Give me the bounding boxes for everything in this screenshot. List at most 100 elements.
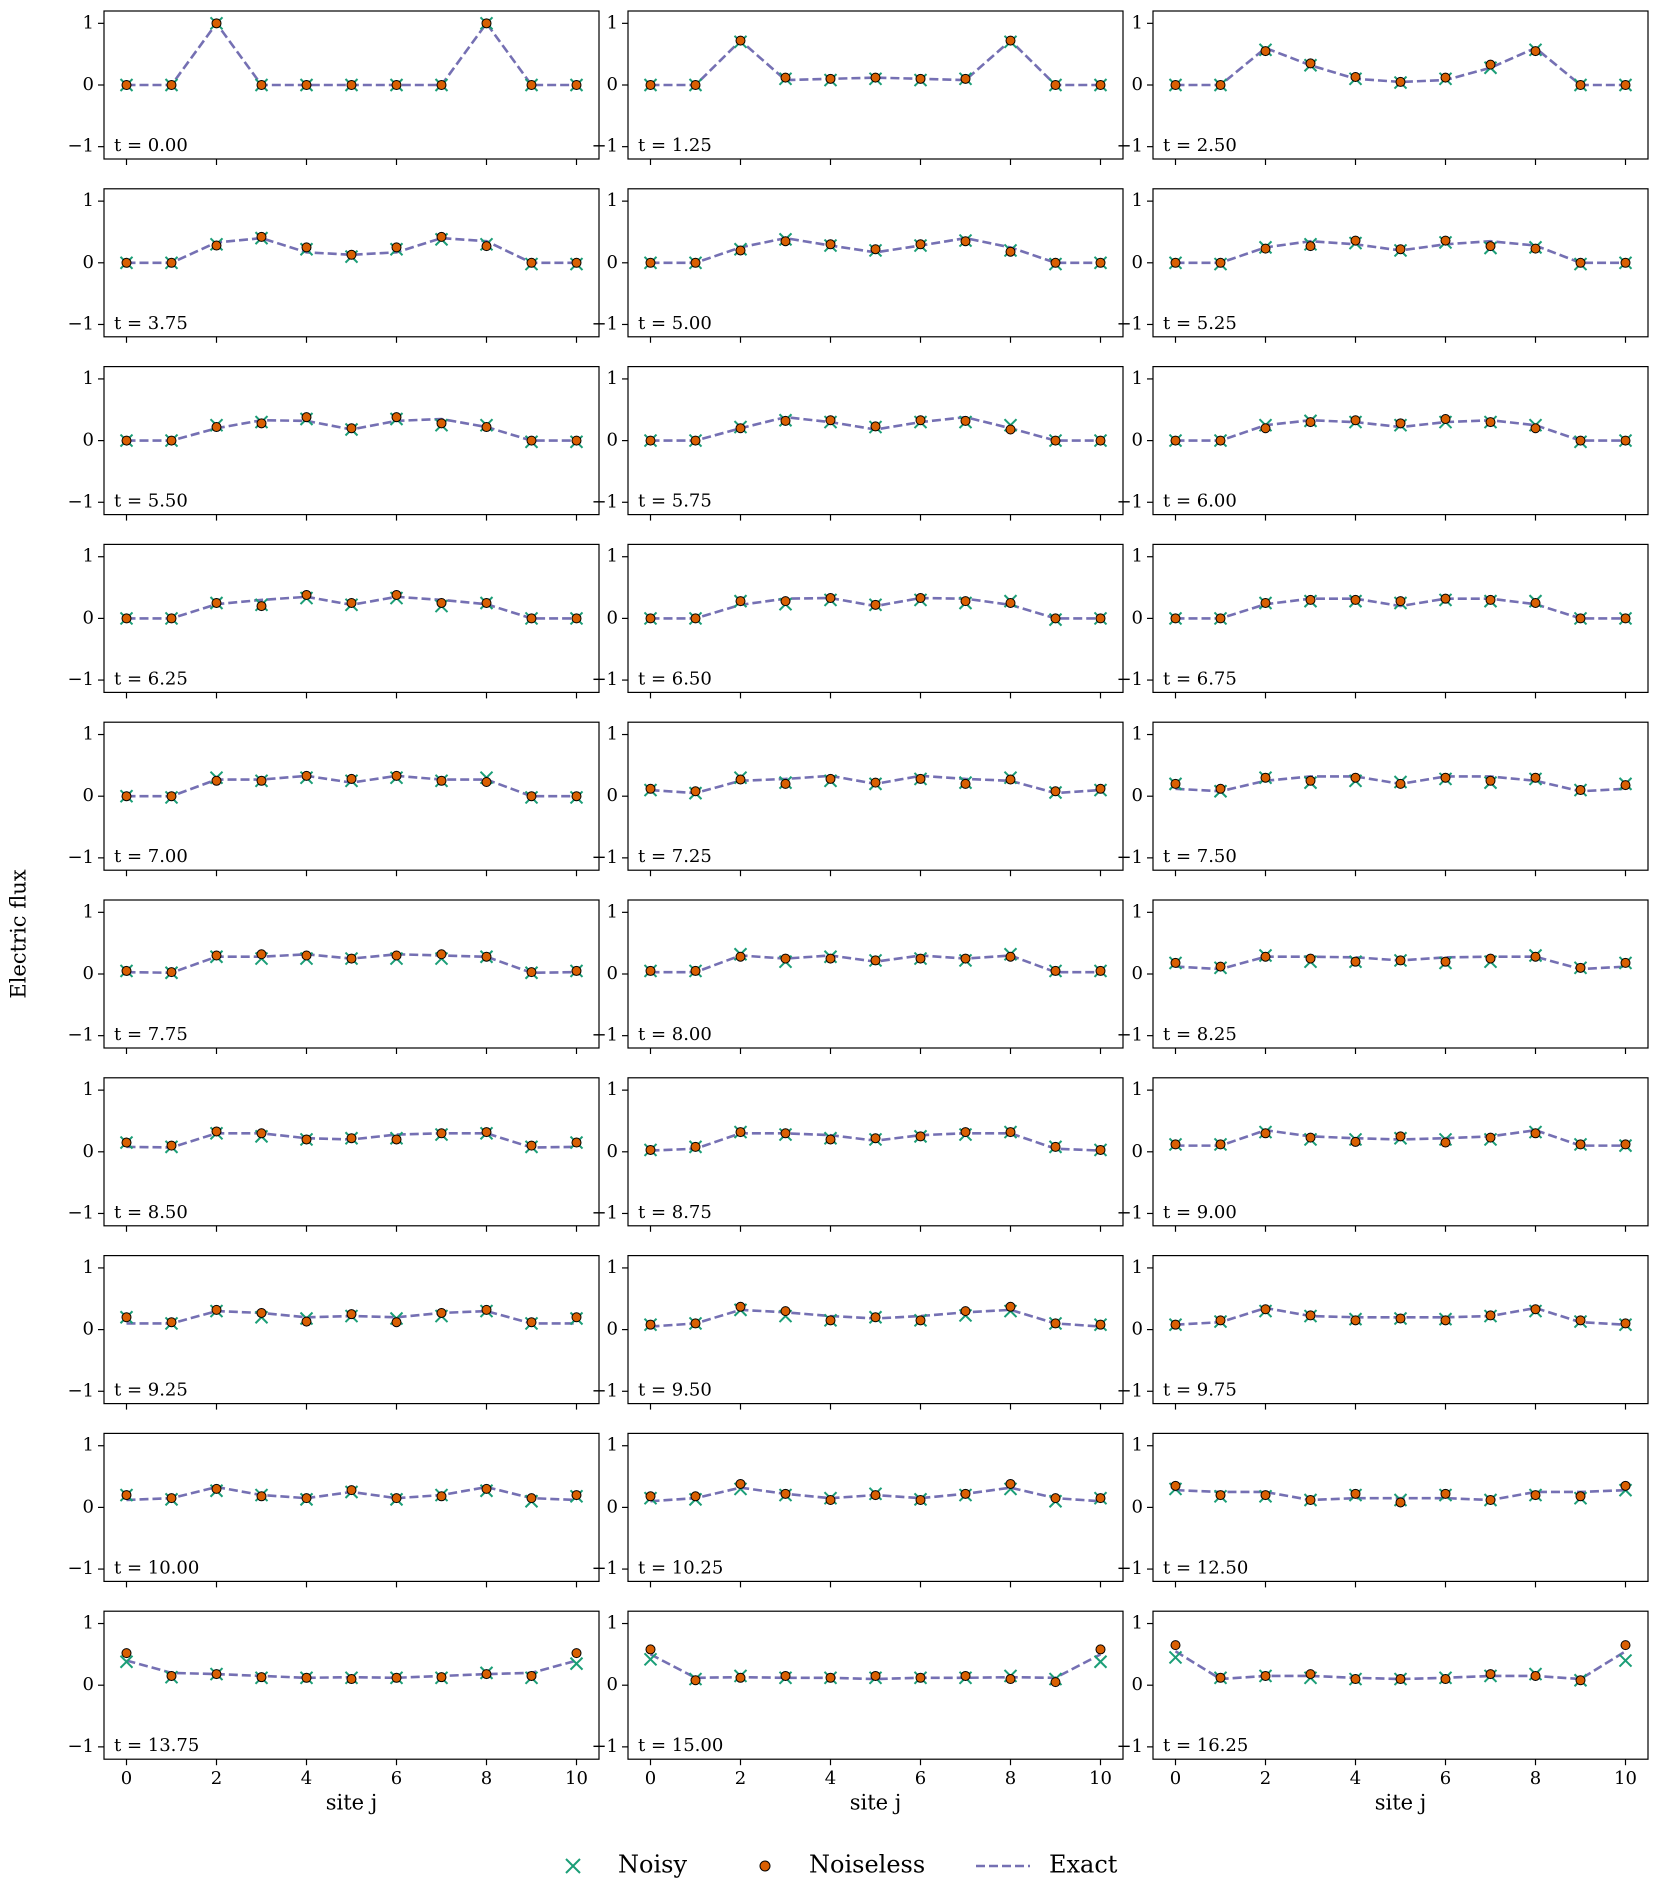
panel-label: t = 5.75 <box>638 491 712 512</box>
label-box <box>1156 488 1238 513</box>
noiseless-marker <box>780 1306 791 1317</box>
noiseless-marker <box>645 1319 656 1330</box>
panel-label: t = 12.50 <box>1163 1557 1248 1578</box>
noiseless-marker <box>1440 414 1451 425</box>
noiseless-marker <box>256 1491 267 1502</box>
exact-line <box>650 38 1101 87</box>
x-tick-label: 0 <box>645 1768 656 1789</box>
noiseless-marker <box>1050 257 1061 268</box>
noiseless-marker <box>1170 1139 1181 1150</box>
panel-label: t = 9.00 <box>1163 1202 1237 1223</box>
y-tick-label: −1 <box>1116 1736 1143 1757</box>
noiseless-marker <box>166 791 177 802</box>
label-box <box>631 310 713 335</box>
noiseless-marker <box>436 418 447 429</box>
y-tick-label: −1 <box>591 1380 618 1401</box>
y-tick-label: −1 <box>1116 669 1143 690</box>
noiseless-marker <box>436 1672 447 1683</box>
y-tick-label: −1 <box>591 1025 618 1046</box>
noiseless-marker <box>346 597 357 608</box>
noiseless-marker <box>346 773 357 784</box>
noiseless-marker <box>211 950 222 961</box>
noiseless-marker <box>1050 1493 1061 1504</box>
y-tick-label: 0 <box>1132 74 1143 95</box>
panel-label: t = 16.25 <box>1163 1735 1248 1756</box>
noiseless-marker <box>1530 1490 1541 1501</box>
noiseless-marker <box>825 773 836 784</box>
noiseless-marker <box>301 412 312 423</box>
noiseless-marker <box>211 18 222 29</box>
noiseless-marker <box>526 257 537 268</box>
noiseless-marker <box>1305 241 1316 252</box>
panel: −1 0 1 t = 9.00 <box>1116 1077 1649 1232</box>
y-tick-label: 1 <box>83 1079 94 1100</box>
label-box <box>631 666 713 691</box>
noiseless-marker <box>1395 418 1406 429</box>
noiseless-marker <box>166 435 177 446</box>
panel: −1 0 1 t = 7.75 <box>67 899 600 1054</box>
noiseless-marker <box>1095 80 1106 90</box>
label-box <box>107 666 189 691</box>
y-tick-label: 1 <box>83 546 94 567</box>
noiseless-marker <box>1260 951 1271 962</box>
noiseless-marker <box>1575 962 1586 973</box>
y-tick-label: 0 <box>83 785 94 806</box>
noiseless-marker <box>1350 1136 1361 1147</box>
noiseless-marker <box>121 1648 132 1659</box>
y-tick-label: 0 <box>1132 430 1143 451</box>
y-tick-label: 0 <box>1132 1496 1143 1517</box>
noiseless-marker <box>1215 1672 1226 1683</box>
panel-label: t = 0.00 <box>114 135 188 156</box>
panel-label: t = 1.25 <box>638 135 712 156</box>
y-tick-label: 1 <box>1132 12 1143 33</box>
label-box <box>1156 310 1238 335</box>
noiseless-marker <box>301 1134 312 1145</box>
x-tick-label: 4 <box>1350 1768 1361 1789</box>
noiseless-marker <box>256 418 267 429</box>
noiseless-marker <box>915 1495 926 1505</box>
y-tick-label: −1 <box>1116 313 1143 334</box>
legend-label: Noisy <box>618 1851 687 1879</box>
noiseless-marker <box>1485 1132 1496 1143</box>
noiseless-marker <box>915 1131 926 1142</box>
noiseless-marker <box>1350 956 1361 967</box>
noiseless-marker <box>481 1483 492 1494</box>
noiseless-marker <box>870 1312 881 1323</box>
y-tick-label: 0 <box>83 1319 94 1340</box>
noiseless-marker <box>1260 423 1271 434</box>
exact-line <box>1174 1650 1627 1681</box>
noiseless-marker <box>825 953 836 964</box>
panel: −1 0 1 t = 5.75 <box>591 366 1124 521</box>
noiseless-marker <box>645 80 656 90</box>
noiseless-marker <box>1530 951 1541 962</box>
y-tick-label: 1 <box>607 1613 618 1634</box>
noiseless-marker <box>960 73 971 84</box>
noiseless-marker <box>256 231 267 242</box>
label-box <box>631 1199 713 1224</box>
noiseless-marker <box>1440 72 1451 83</box>
y-tick-label: 0 <box>607 74 618 95</box>
panel-frame <box>103 366 600 516</box>
noisy-marker <box>569 1656 584 1671</box>
noisy-marker <box>119 1655 134 1669</box>
panel: −1 0 1 t = 6.25 <box>67 543 600 699</box>
noiseless-marker <box>1485 59 1496 70</box>
noiseless-marker <box>870 421 881 432</box>
noiseless-marker <box>1440 1488 1451 1499</box>
noiseless-marker <box>1530 1128 1541 1139</box>
noiseless-marker <box>1005 246 1016 257</box>
noiseless-marker <box>960 1488 971 1499</box>
noiseless-marker <box>1350 71 1361 82</box>
noiseless-marker <box>690 1318 701 1329</box>
noiseless-marker <box>735 596 746 607</box>
noiseless-marker <box>780 236 791 247</box>
noiseless-marker <box>1260 1128 1271 1139</box>
y-tick-label: 1 <box>1132 724 1143 745</box>
y-tick-label: 1 <box>1132 190 1143 211</box>
legend-marker <box>759 1860 771 1872</box>
y-tick-label: 0 <box>607 607 618 628</box>
y-tick-label: 0 <box>1132 1674 1143 1695</box>
noiseless-marker <box>825 415 836 426</box>
x-tick-label: 10 <box>565 1768 588 1789</box>
